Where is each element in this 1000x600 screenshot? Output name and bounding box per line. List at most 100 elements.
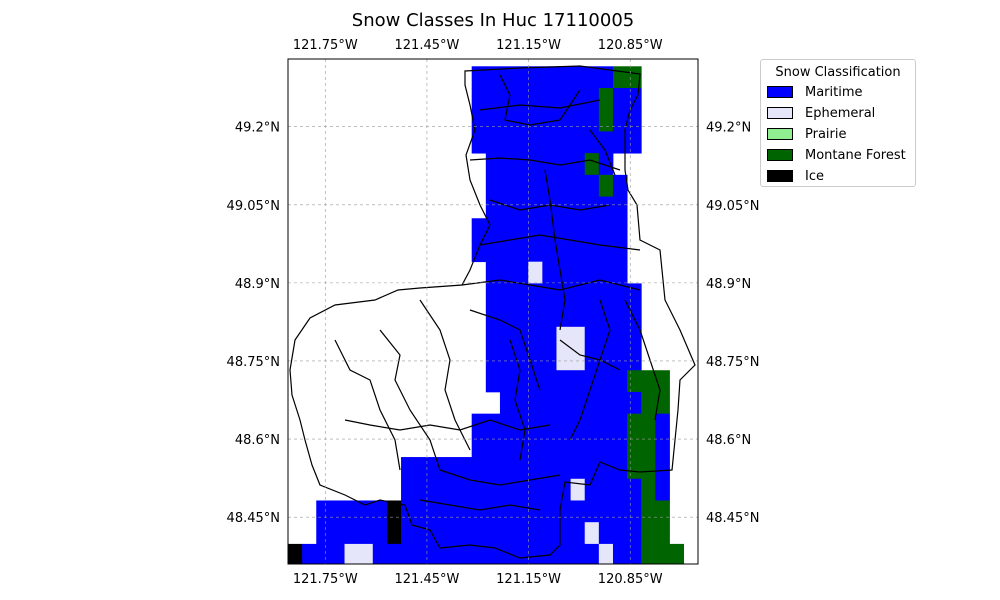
- heatmap-cell: [485, 131, 501, 154]
- heatmap-cell: [373, 566, 388, 588]
- heatmap-cell: [542, 478, 557, 501]
- heatmap-cell: [514, 478, 529, 501]
- heatmap-cell: [556, 370, 571, 393]
- heatmap-cell: [345, 587, 360, 600]
- heatmap-cell: [358, 500, 374, 523]
- heatmap-cell: [528, 239, 543, 263]
- heatmap-cell: [542, 348, 557, 371]
- heatmap-cell: [499, 478, 515, 501]
- heatmap-cell: [556, 239, 571, 263]
- heatmap-cell: [570, 88, 586, 111]
- heatmap-cell: [627, 435, 642, 458]
- heatmap-cell: [514, 413, 529, 436]
- heatmap-cell: [528, 283, 543, 306]
- heatmap-cell: [471, 109, 487, 132]
- heatmap-cell: [627, 348, 642, 371]
- heatmap-cell: [542, 196, 557, 219]
- y-tick-label-left: 49.05°N: [227, 199, 280, 214]
- x-tick-label-top: 121.45°W: [395, 38, 460, 53]
- heatmap-cell: [627, 326, 642, 349]
- heatmap-cell: [584, 348, 600, 371]
- heatmap-cell: [457, 478, 473, 501]
- heatmap-cell: [570, 305, 586, 328]
- heatmap-cell: [598, 218, 614, 241]
- heatmap-cell: [584, 109, 600, 132]
- heatmap-cell: [556, 326, 571, 349]
- heatmap-cell: [556, 109, 571, 132]
- heatmap-cell: [598, 153, 614, 176]
- heatmap-cell: [499, 131, 515, 154]
- heatmap-cell: [528, 543, 543, 564]
- heatmap-cell: [500, 587, 515, 600]
- heatmap-cell: [528, 478, 543, 501]
- heatmap-cell: [514, 435, 529, 458]
- heatmap-cell: [655, 457, 670, 480]
- heatmap-cell: [499, 348, 515, 371]
- heatmap-cell: [443, 478, 458, 501]
- heatmap-cell: [556, 348, 571, 371]
- heatmap-cell: [485, 305, 501, 328]
- heatmap-cell: [528, 88, 543, 111]
- y-tick-label-left: 48.45°N: [227, 511, 280, 526]
- heatmap-cell: [584, 522, 600, 545]
- heatmap-cell: [556, 131, 571, 154]
- heatmap-cell: [584, 174, 600, 197]
- heatmap-cell: [655, 522, 670, 545]
- heatmap-cell: [542, 66, 557, 89]
- heatmap-cell: [571, 587, 586, 600]
- heatmap-cell: [429, 522, 444, 545]
- heatmap-cell: [641, 522, 656, 545]
- heatmap-cell: [514, 88, 529, 111]
- heatmap-cell: [627, 370, 642, 393]
- heatmap-cell: [584, 435, 600, 458]
- heatmap-cell: [641, 391, 656, 415]
- heatmap-cell: [570, 109, 586, 132]
- heatmap-cell: [514, 131, 529, 154]
- heatmap-cell: [514, 196, 529, 219]
- y-tick-label-left: 49.2°N: [235, 121, 280, 136]
- heatmap-cell: [471, 413, 487, 436]
- heatmap-cell: [584, 370, 600, 393]
- heatmap-cell: [641, 587, 656, 600]
- legend-item-montane-forest: Montane Forest: [767, 147, 906, 163]
- heatmap-cell: [542, 522, 557, 545]
- heatmap-cell: [542, 370, 557, 393]
- heatmap-cell: [570, 478, 586, 501]
- heatmap-cell: [598, 261, 614, 284]
- legend-swatch-ice: [767, 170, 793, 182]
- heatmap-cell: [598, 457, 614, 480]
- heatmap-cell: [499, 457, 515, 480]
- y-tick-label-right: 48.75°N: [706, 355, 759, 370]
- heatmap-cell: [612, 348, 628, 371]
- heatmap-cell: [499, 88, 515, 111]
- heatmap-cell: [598, 326, 614, 349]
- heatmap-cell: [584, 239, 600, 263]
- heatmap-cell: [415, 587, 430, 600]
- heatmap-cell: [499, 261, 515, 284]
- heatmap-cell: [612, 522, 628, 545]
- heatmap-cell: [612, 305, 628, 328]
- heatmap-cell: [415, 522, 430, 545]
- heatmap-cell: [499, 500, 515, 523]
- heatmap-cell: [570, 131, 586, 154]
- heatmap-cell: [570, 174, 586, 197]
- heatmap-cell: [612, 109, 628, 132]
- heatmap-cell: [627, 587, 642, 600]
- heatmap-cell: [598, 239, 614, 263]
- heatmap-cells: [288, 66, 685, 600]
- heatmap-cell: [612, 239, 628, 263]
- heatmap-cell: [641, 457, 656, 480]
- y-tick-label-right: 49.2°N: [706, 121, 751, 136]
- heatmap-cell: [598, 500, 614, 523]
- heatmap-cell: [571, 566, 586, 588]
- heatmap-cell: [485, 500, 501, 523]
- heatmap-cell: [528, 391, 543, 415]
- heatmap-cell: [542, 261, 557, 284]
- heatmap-cell: [598, 88, 614, 111]
- heatmap-cell: [584, 66, 600, 89]
- heatmap-cell: [514, 239, 529, 263]
- heatmap-cell: [598, 435, 614, 458]
- heatmap-cell: [627, 391, 642, 415]
- heatmap-cell: [542, 174, 557, 197]
